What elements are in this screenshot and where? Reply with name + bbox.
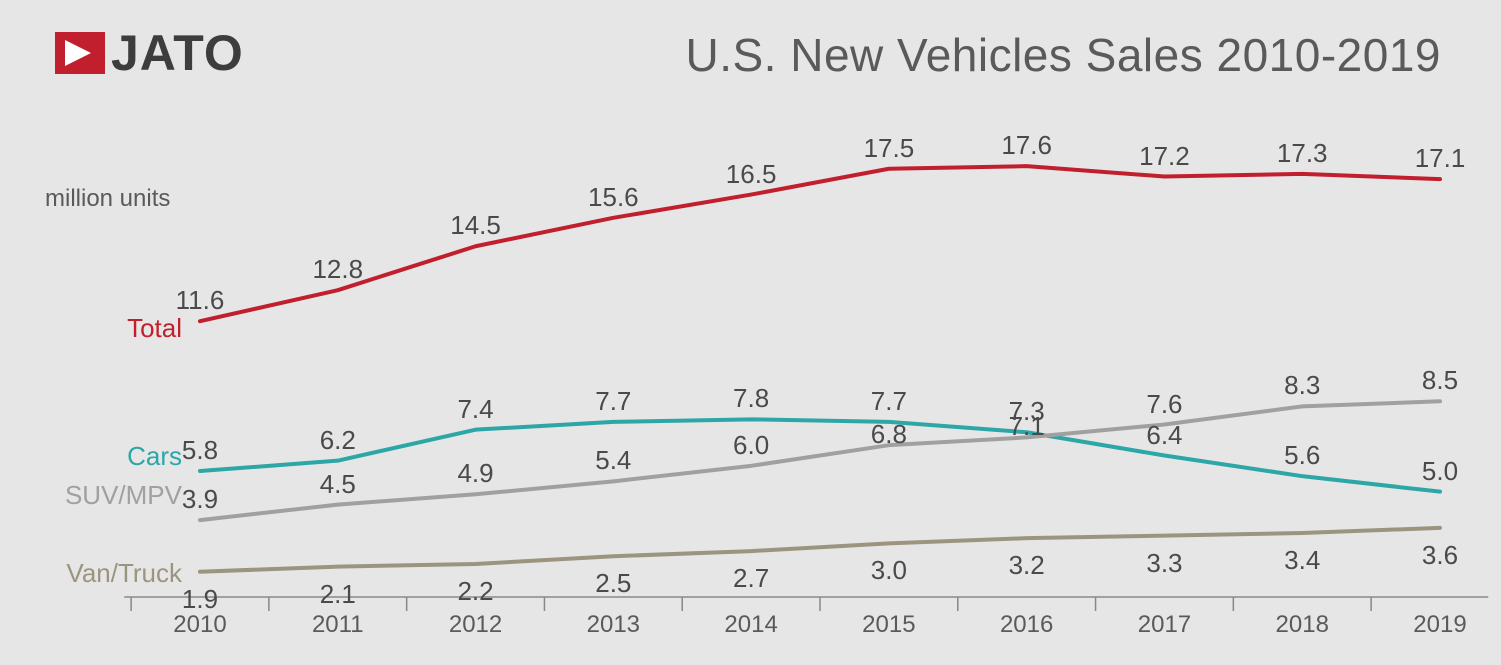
data-label: 6.0 (733, 430, 769, 461)
data-label: 3.2 (1009, 550, 1045, 581)
data-label: 6.2 (320, 425, 356, 456)
data-label: 3.0 (871, 555, 907, 586)
x-axis-label: 2012 (449, 611, 502, 639)
data-label: 12.8 (312, 254, 363, 285)
data-label: 7.4 (457, 394, 493, 425)
data-label: 3.3 (1146, 548, 1182, 579)
series-label-suv-mpv: SUV/MPV (65, 480, 182, 511)
data-label: 8.5 (1422, 365, 1458, 396)
x-axis-label: 2014 (724, 611, 777, 639)
series-label-total: Total (127, 313, 182, 344)
data-label: 2.2 (457, 576, 493, 607)
data-label: 3.9 (182, 484, 218, 515)
data-label: 1.9 (182, 584, 218, 615)
data-label: 2.5 (595, 568, 631, 599)
x-axis-label: 2015 (862, 611, 915, 639)
data-label: 7.6 (1146, 389, 1182, 420)
data-label: 5.8 (182, 435, 218, 466)
series-label-van-truck: Van/Truck (66, 558, 182, 589)
data-label: 17.6 (1001, 130, 1052, 161)
data-label: 3.6 (1422, 540, 1458, 571)
x-axis-label: 2013 (587, 611, 640, 639)
x-axis-label: 2018 (1276, 611, 1329, 639)
x-axis-label: 2017 (1138, 611, 1191, 639)
data-label: 7.7 (595, 386, 631, 417)
x-axis-label: 2019 (1413, 611, 1466, 639)
data-label: 17.3 (1277, 138, 1328, 169)
data-label: 16.5 (726, 159, 777, 190)
data-label: 14.5 (450, 210, 501, 241)
data-label: 15.6 (588, 182, 639, 213)
data-label: 5.0 (1422, 456, 1458, 487)
data-label: 2.1 (320, 579, 356, 610)
x-axis-label: 2016 (1000, 611, 1053, 639)
data-label: 11.6 (176, 285, 225, 316)
data-label: 17.5 (864, 133, 915, 164)
data-label: 3.4 (1284, 545, 1320, 576)
data-label: 6.4 (1146, 420, 1182, 451)
data-label: 4.9 (457, 458, 493, 489)
data-label: 8.3 (1284, 370, 1320, 401)
data-label: 7.8 (733, 383, 769, 414)
data-label: 7.7 (871, 386, 907, 417)
data-label: 5.6 (1284, 440, 1320, 471)
data-label: 2.7 (733, 563, 769, 594)
data-label: 4.5 (320, 469, 356, 500)
data-label: 6.8 (871, 419, 907, 450)
x-axis-label: 2010 (173, 611, 226, 639)
data-label: 17.2 (1139, 141, 1190, 172)
y-axis-unit-label: million units (45, 185, 170, 213)
data-label: 7.1 (1009, 411, 1045, 442)
x-axis-label: 2011 (312, 611, 364, 639)
series-label-cars: Cars (127, 441, 182, 472)
data-label: 5.4 (595, 445, 631, 476)
data-label: 17.1 (1415, 143, 1466, 174)
